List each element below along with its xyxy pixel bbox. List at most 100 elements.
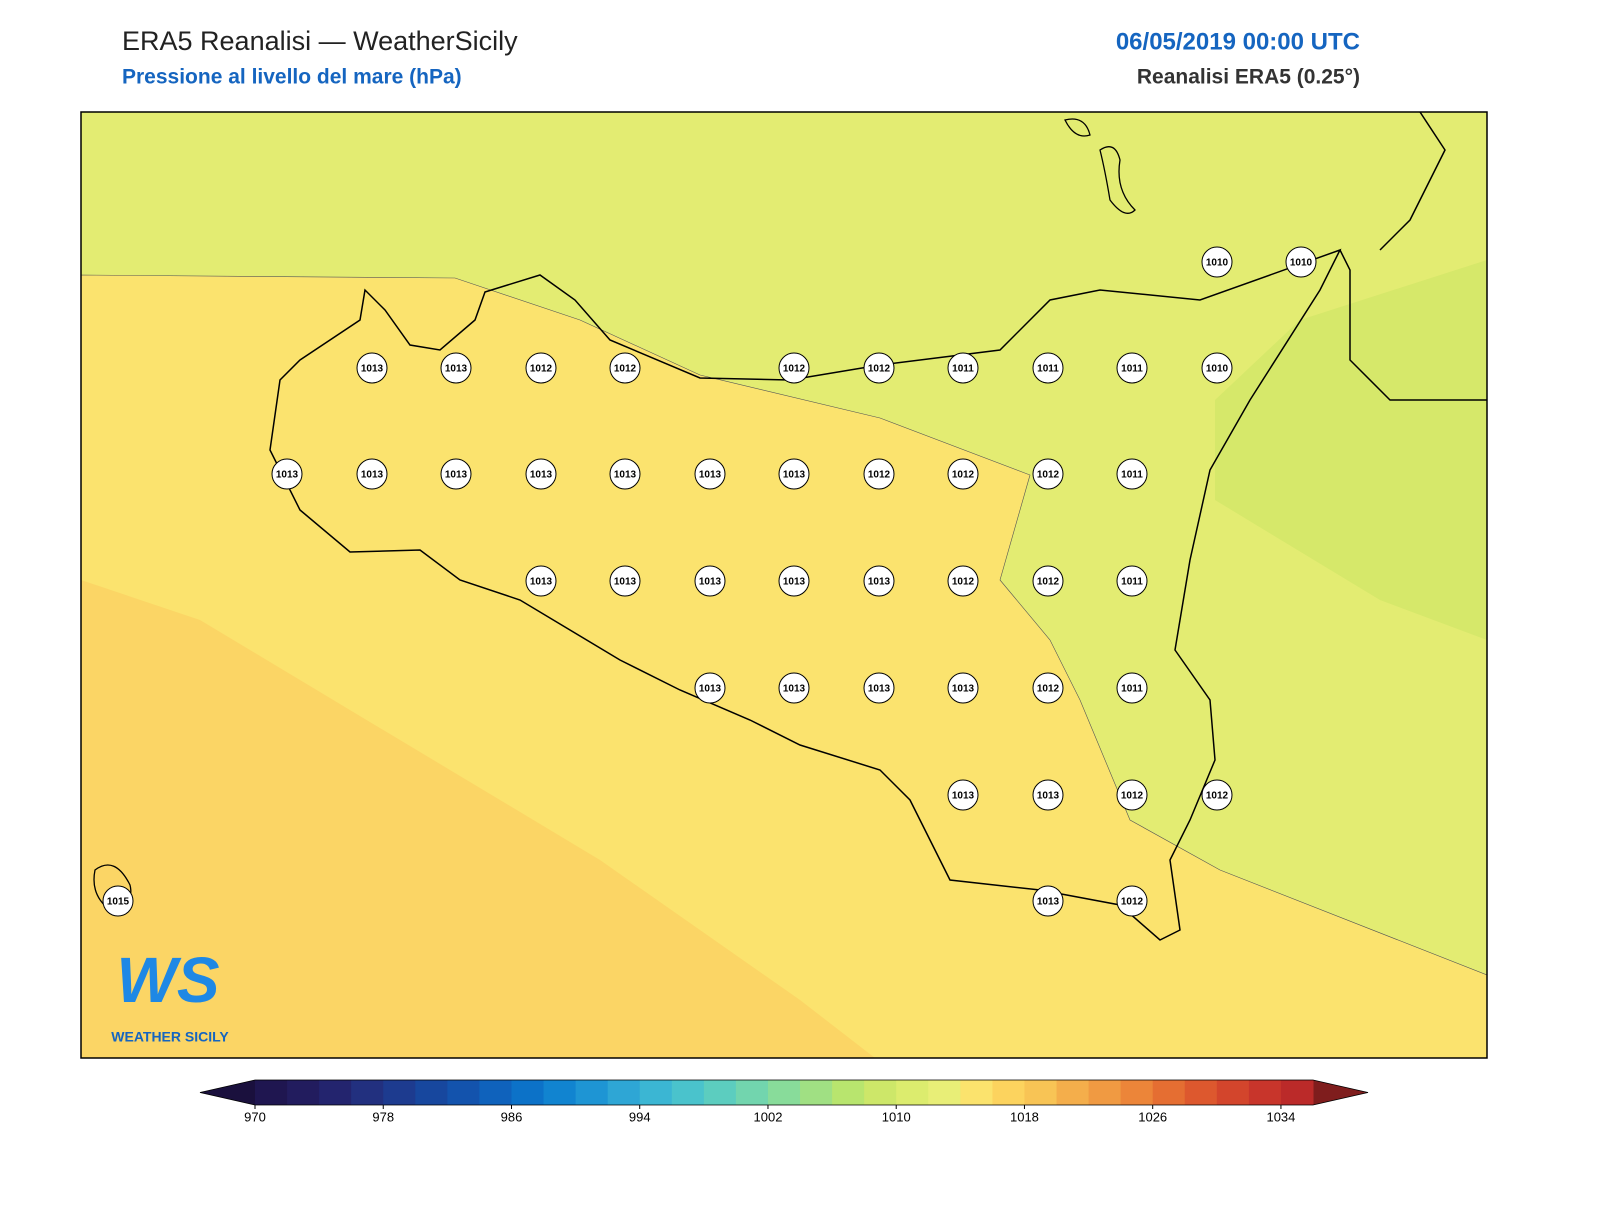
station-value: 1013 — [1037, 791, 1060, 802]
colorbar-swatch — [1248, 1080, 1282, 1105]
colorbar-under — [200, 1080, 255, 1105]
station-marker — [947, 352, 979, 384]
stations: 1010 1010 1013 1013 1012 1012 1012 1012 1011 1011… — [102, 246, 1317, 917]
station-value: 1013 — [361, 364, 384, 375]
station-marker — [947, 672, 979, 704]
colorbar-swatch — [479, 1080, 512, 1105]
station-value: 1012 — [1121, 897, 1144, 908]
station-marker — [1116, 885, 1148, 917]
station-marker — [1116, 672, 1148, 704]
colorbar-swatch — [1184, 1080, 1218, 1105]
datetime: 06/05/2019 00:00 UTC — [1116, 28, 1360, 55]
station-value: 1013 — [699, 470, 722, 481]
colorbar-swatch — [351, 1080, 384, 1105]
station-value: 1013 — [952, 684, 975, 695]
station-marker — [778, 672, 810, 704]
station-marker — [1116, 352, 1148, 384]
station-value: 1010 — [1290, 258, 1313, 269]
colorbar: 970 978 986 994 1002 1010 1018 1026 1034 — [199, 1079, 1369, 1124]
station-value: 1011 — [1037, 364, 1059, 375]
colorbar-swatch — [543, 1080, 577, 1105]
colorbar-swatch — [767, 1080, 801, 1105]
station-marker — [863, 672, 895, 704]
colorbar-tick-label: 986 — [501, 1109, 523, 1124]
station-value: 1010 — [1206, 364, 1229, 375]
station-value: 1012 — [952, 577, 975, 588]
station-marker — [1032, 885, 1064, 917]
colorbar-swatch — [1216, 1080, 1250, 1105]
station-value: 1013 — [276, 470, 299, 481]
station-marker — [1032, 779, 1064, 811]
station-value: 1011 — [1121, 684, 1143, 695]
colorbar-tick-label: 1002 — [754, 1109, 783, 1124]
station-value: 1013 — [614, 470, 637, 481]
station-value: 1013 — [699, 577, 722, 588]
station-value: 1013 — [868, 684, 891, 695]
station-value: 1011 — [1121, 470, 1143, 481]
station-marker — [778, 352, 810, 384]
station-value: 1012 — [783, 364, 806, 375]
station-value: 1013 — [783, 577, 806, 588]
colorbar-swatch — [511, 1080, 545, 1105]
station-value: 1012 — [1206, 791, 1229, 802]
station-value: 1012 — [530, 364, 553, 375]
station-marker — [1032, 672, 1064, 704]
title: ERA5 Reanalisi — WeatherSicily — [122, 26, 518, 56]
colorbar-swatch — [992, 1080, 1025, 1105]
colorbar-swatch — [928, 1080, 961, 1105]
colorbar-swatch — [1152, 1080, 1186, 1105]
field-1008 — [1215, 260, 1487, 640]
colorbar-tick-label: 970 — [244, 1109, 266, 1124]
station-value: 1012 — [1037, 684, 1060, 695]
station-value: 1013 — [1037, 897, 1060, 908]
station-marker — [1116, 565, 1148, 597]
map — [81, 112, 1487, 1058]
station-marker — [694, 672, 726, 704]
station-value: 1013 — [530, 577, 553, 588]
logo-mark: WS — [116, 944, 219, 1016]
source: Reanalisi ERA5 (0.25°) — [1137, 66, 1360, 89]
subtitle: Pressione al livello del mare (hPa) — [122, 66, 462, 89]
station-value: 1013 — [445, 470, 468, 481]
colorbar-swatch — [1280, 1080, 1314, 1105]
colorbar-swatch — [447, 1080, 480, 1105]
colorbar-swatch — [383, 1080, 416, 1105]
station-marker — [525, 458, 557, 490]
colorbar-swatch — [575, 1080, 609, 1105]
colorbar-tick-label: 994 — [629, 1109, 651, 1124]
colorbar-tick-label: 1034 — [1266, 1109, 1295, 1124]
station-marker — [525, 565, 557, 597]
field-1014 — [81, 580, 875, 1058]
colorbar-swatch — [255, 1080, 288, 1105]
colorbar-swatch — [1056, 1080, 1090, 1105]
station-marker — [947, 458, 979, 490]
station-value: 1013 — [783, 684, 806, 695]
colorbar-swatch — [319, 1080, 352, 1105]
colorbar-swatch — [1024, 1080, 1058, 1105]
station-marker — [1116, 458, 1148, 490]
station-value: 1015 — [107, 897, 130, 908]
station-value: 1012 — [1037, 577, 1060, 588]
station-value: 1013 — [614, 577, 637, 588]
station-value: 1013 — [699, 684, 722, 695]
station-value: 1012 — [1121, 791, 1144, 802]
colorbar-tick-label: 1018 — [1010, 1109, 1039, 1124]
logo-name: WEATHER SICILY — [111, 1029, 229, 1045]
station-value: 1010 — [1206, 258, 1229, 269]
station-value: 1011 — [1121, 577, 1143, 588]
station-marker — [440, 352, 472, 384]
station-value: 1012 — [1037, 470, 1060, 481]
colorbar-over — [1313, 1080, 1368, 1105]
station-marker — [694, 458, 726, 490]
colorbar-swatch — [735, 1080, 769, 1105]
station-marker — [863, 352, 895, 384]
station-value: 1013 — [445, 364, 468, 375]
station-marker — [525, 352, 557, 384]
station-marker — [1201, 352, 1233, 384]
colorbar-swatch — [671, 1080, 705, 1105]
station-value: 1011 — [1121, 364, 1143, 375]
station-value: 1012 — [952, 470, 975, 481]
station-marker — [1032, 352, 1064, 384]
station-value: 1012 — [868, 364, 891, 375]
